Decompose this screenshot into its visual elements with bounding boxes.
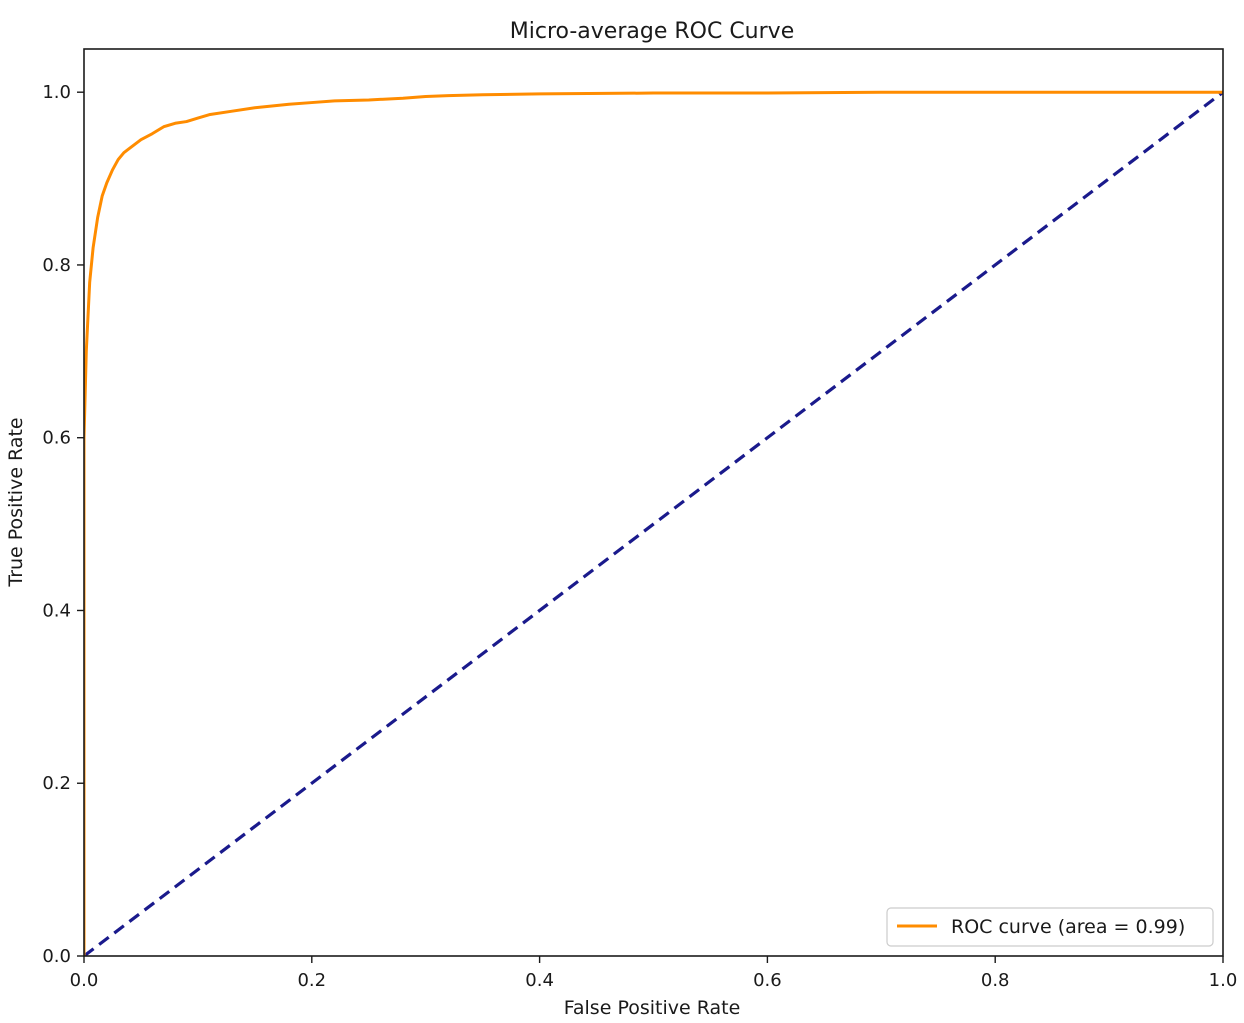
y-axis-title: True Positive Rate [5, 417, 27, 587]
x-tick-label: 0.0 [70, 970, 99, 991]
chart-title: Micro-average ROC Curve [510, 19, 794, 44]
legend-label-roc: ROC curve (area = 0.99) [951, 916, 1185, 938]
legend-box [886, 907, 1214, 947]
x-tick-label: 1.0 [1209, 970, 1238, 991]
x-tick-label: 0.6 [753, 970, 782, 991]
x-tick-label: 0.4 [525, 970, 554, 991]
legend: ROC curve (area = 0.99) [886, 907, 1214, 947]
y-tick-label: 0.2 [42, 773, 71, 794]
chance-diagonal-line [84, 90, 1223, 956]
plot-frame [83, 48, 1224, 957]
x-tick-label: 0.2 [297, 970, 326, 991]
y-tick-label: 0.4 [42, 600, 71, 621]
y-tick-label: 0.6 [42, 428, 71, 449]
y-tick-label: 0.0 [42, 946, 71, 967]
plot-area [84, 90, 1223, 956]
roc-curve-line [84, 90, 1223, 956]
y-tick-label: 0.8 [42, 255, 71, 276]
x-tick-label: 0.8 [981, 970, 1010, 991]
x-axis-title: False Positive Rate [564, 997, 741, 1019]
y-tick-label: 1.0 [42, 82, 71, 103]
